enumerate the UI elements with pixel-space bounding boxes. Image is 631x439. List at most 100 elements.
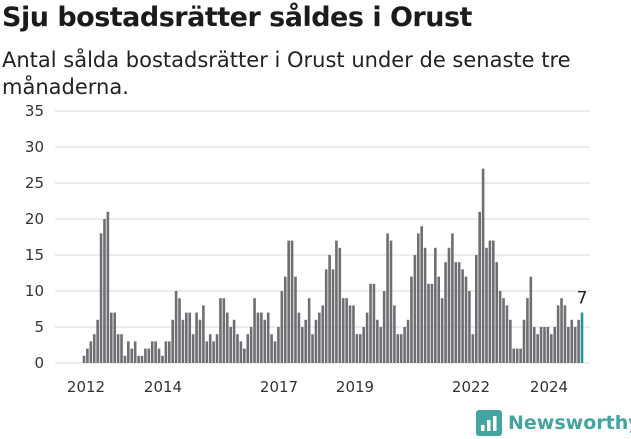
bar bbox=[215, 334, 219, 363]
bar bbox=[154, 341, 157, 363]
chart-subtitle: Antal sålda bostadsrätter i Orust under … bbox=[2, 48, 571, 99]
bar bbox=[260, 312, 263, 363]
bar bbox=[372, 283, 376, 363]
bar bbox=[550, 334, 553, 363]
bar bbox=[403, 327, 406, 363]
bar bbox=[338, 247, 342, 363]
bar bbox=[457, 262, 461, 363]
bar bbox=[437, 276, 441, 363]
bar bbox=[178, 298, 181, 363]
bar bbox=[386, 233, 389, 363]
bar bbox=[239, 341, 243, 363]
y-tick-label: 30 bbox=[25, 138, 44, 156]
bar bbox=[280, 291, 284, 363]
bar bbox=[123, 355, 127, 363]
bar bbox=[96, 319, 99, 363]
bar bbox=[253, 298, 256, 363]
bar bbox=[304, 319, 308, 363]
bar bbox=[92, 334, 96, 363]
bar bbox=[481, 168, 485, 363]
bar bbox=[420, 226, 423, 363]
bar bbox=[144, 348, 147, 363]
bar bbox=[464, 276, 468, 363]
x-tick-label: 2012 bbox=[67, 378, 105, 396]
bar bbox=[522, 319, 526, 363]
x-tick-label: 2017 bbox=[260, 378, 298, 396]
bar bbox=[410, 276, 413, 363]
newsworthy-logo-icon bbox=[476, 410, 502, 436]
y-tick-label: 0 bbox=[34, 354, 44, 372]
bar bbox=[536, 334, 539, 363]
bar bbox=[212, 341, 215, 363]
bar bbox=[451, 233, 454, 363]
bar bbox=[406, 319, 410, 363]
bar bbox=[396, 334, 400, 363]
bar bbox=[348, 305, 352, 363]
bar bbox=[181, 319, 185, 363]
x-tick-label: 2014 bbox=[144, 378, 182, 396]
bar bbox=[229, 327, 232, 363]
bar bbox=[263, 319, 267, 363]
bar bbox=[287, 240, 290, 363]
bar bbox=[509, 319, 512, 363]
bar bbox=[116, 334, 120, 363]
bar bbox=[311, 334, 314, 363]
bar bbox=[246, 334, 250, 363]
bar bbox=[109, 312, 113, 363]
bar bbox=[147, 348, 151, 363]
bar bbox=[468, 291, 471, 363]
bar bbox=[413, 255, 417, 363]
bar bbox=[297, 312, 301, 363]
bar bbox=[502, 298, 505, 363]
y-tick-label: 35 bbox=[25, 102, 44, 120]
bar bbox=[270, 334, 273, 363]
bar bbox=[519, 348, 522, 363]
bar bbox=[290, 240, 294, 363]
bar bbox=[331, 269, 335, 363]
bar bbox=[543, 327, 546, 363]
bar bbox=[526, 298, 529, 363]
bar bbox=[256, 312, 260, 363]
bar bbox=[379, 327, 383, 363]
bar bbox=[133, 341, 137, 363]
bar bbox=[358, 334, 362, 363]
bar bbox=[335, 240, 338, 363]
bar bbox=[86, 348, 89, 363]
bar bbox=[498, 291, 502, 363]
bar bbox=[447, 247, 451, 363]
bar bbox=[423, 247, 427, 363]
bar bbox=[430, 283, 434, 363]
bar bbox=[157, 348, 161, 363]
bar bbox=[202, 305, 205, 363]
bar bbox=[573, 327, 577, 363]
bar bbox=[89, 341, 93, 363]
bar bbox=[137, 355, 140, 363]
bar bbox=[485, 247, 488, 363]
bar bbox=[553, 327, 557, 363]
bar bbox=[365, 312, 369, 363]
bar bbox=[314, 319, 318, 363]
bar bbox=[492, 240, 495, 363]
chart-title: Sju bostadsrätter såldes i Orust bbox=[2, 2, 472, 33]
bar bbox=[382, 291, 386, 363]
bar bbox=[318, 312, 321, 363]
bar bbox=[546, 327, 550, 363]
y-tick-label: 15 bbox=[25, 246, 44, 264]
bar bbox=[362, 327, 365, 363]
bar bbox=[570, 319, 574, 363]
bar bbox=[474, 255, 478, 363]
bar bbox=[399, 334, 403, 363]
bar bbox=[161, 355, 164, 363]
bar bbox=[427, 283, 430, 363]
bar bbox=[556, 305, 560, 363]
bar bbox=[512, 348, 516, 363]
bar bbox=[434, 247, 437, 363]
bar bbox=[471, 334, 475, 363]
bar bbox=[82, 355, 86, 363]
bar bbox=[205, 341, 209, 363]
bar bbox=[352, 305, 355, 363]
bar bbox=[222, 298, 226, 363]
bar bbox=[393, 305, 396, 363]
bar bbox=[495, 262, 499, 363]
